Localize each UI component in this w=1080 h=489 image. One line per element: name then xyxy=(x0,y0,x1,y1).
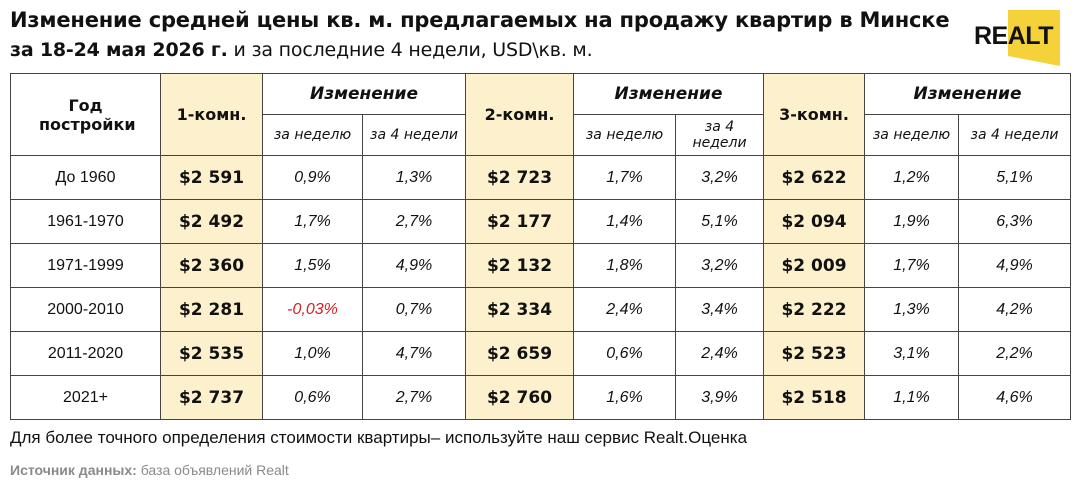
service-note: Для более точного определения стоимости … xyxy=(10,428,748,447)
svg-text:REALT: REALT xyxy=(974,22,1053,50)
year-cell: 1971-1999 xyxy=(10,243,161,288)
price-2room: $2 760 xyxy=(465,375,574,420)
change-4weeks-3room: 4,2% xyxy=(958,287,1071,332)
price-1room: $2 492 xyxy=(160,199,263,244)
year-cell: 2000-2010 xyxy=(10,287,161,332)
change-week-1room: -0,03% xyxy=(262,287,363,332)
source-label: Источник данных: xyxy=(10,462,137,478)
change-4weeks-1room: 2,7% xyxy=(362,199,466,244)
year-cell: 2011-2020 xyxy=(10,331,161,376)
price-1room: $2 737 xyxy=(160,375,263,420)
change-4weeks-2room: 3,2% xyxy=(675,243,764,288)
header-change-1: Изменение xyxy=(262,73,466,115)
price-2room: $2 334 xyxy=(465,287,574,332)
year-cell: 1961-1970 xyxy=(10,199,161,244)
change-week-2room: 0,6% xyxy=(573,331,676,376)
change-week-1room: 1,0% xyxy=(262,331,363,376)
table-row: 2021+ $2 737 0,6% 2,7% $2 760 1,6% 3,9% … xyxy=(10,375,1071,420)
change-week-1room: 1,5% xyxy=(262,243,363,288)
change-4weeks-3room: 4,9% xyxy=(958,243,1071,288)
date-range: за 18-24 мая 2026 г. xyxy=(10,39,228,61)
price-1room: $2 591 xyxy=(160,155,263,200)
header-4weeks-2: за 4 недели xyxy=(675,114,764,156)
change-4weeks-1room: 4,7% xyxy=(362,331,466,376)
change-4weeks-1room: 0,7% xyxy=(362,287,466,332)
header-week-1: за неделю xyxy=(262,114,363,156)
table-row: До 1960 $2 591 0,9% 1,3% $2 723 1,7% 3,2… xyxy=(10,155,1071,200)
change-week-1room: 1,7% xyxy=(262,199,363,244)
table-row: 2000-2010 $2 281 -0,03% 0,7% $2 334 2,4%… xyxy=(10,287,1071,332)
header-4weeks-3: за 4 недели xyxy=(958,114,1071,156)
price-3room: $2 009 xyxy=(763,243,865,288)
price-1room: $2 535 xyxy=(160,331,263,376)
price-3room: $2 222 xyxy=(763,287,865,332)
price-2room: $2 132 xyxy=(465,243,574,288)
price-3room: $2 094 xyxy=(763,199,865,244)
header-change-2: Изменение xyxy=(573,73,764,115)
price-2room: $2 723 xyxy=(465,155,574,200)
change-4weeks-1room: 4,9% xyxy=(362,243,466,288)
price-1room: $2 360 xyxy=(160,243,263,288)
change-week-2room: 2,4% xyxy=(573,287,676,332)
change-week-3room: 1,1% xyxy=(864,375,959,420)
source-text: база объявлений Realt xyxy=(136,462,289,478)
price-2room: $2 177 xyxy=(465,199,574,244)
change-week-3room: 3,1% xyxy=(864,331,959,376)
change-week-2room: 1,8% xyxy=(573,243,676,288)
year-cell: До 1960 xyxy=(10,155,161,200)
year-cell: 2021+ xyxy=(10,375,161,420)
price-3room: $2 518 xyxy=(763,375,865,420)
page-subtitle: за 18-24 мая 2026 г. и за последние 4 не… xyxy=(10,39,593,61)
header-1room: 1-комн. xyxy=(160,73,263,156)
table-row: 1961-1970 $2 492 1,7% 2,7% $2 177 1,4% 5… xyxy=(10,199,1071,244)
change-4weeks-2room: 3,4% xyxy=(675,287,764,332)
price-2room: $2 659 xyxy=(465,331,574,376)
price-table: Год постройки 1-комн. Изменение 2-комн. … xyxy=(10,73,1071,420)
realt-logo: REALT xyxy=(974,10,1060,66)
header-year: Год постройки xyxy=(10,73,161,156)
change-4weeks-3room: 5,1% xyxy=(958,155,1071,200)
header-week-3: за неделю xyxy=(864,114,959,156)
change-4weeks-2room: 2,4% xyxy=(675,331,764,376)
change-week-3room: 1,7% xyxy=(864,243,959,288)
change-4weeks-3room: 4,6% xyxy=(958,375,1071,420)
price-1room: $2 281 xyxy=(160,287,263,332)
change-week-2room: 1,6% xyxy=(573,375,676,420)
change-week-2room: 1,7% xyxy=(573,155,676,200)
change-week-3room: 1,3% xyxy=(864,287,959,332)
table-row: 2011-2020 $2 535 1,0% 4,7% $2 659 0,6% 2… xyxy=(10,331,1071,376)
header-3room: 3-комн. xyxy=(763,73,865,156)
page-title: Изменение средней цены кв. м. предлагаем… xyxy=(10,8,950,32)
change-4weeks-3room: 2,2% xyxy=(958,331,1071,376)
change-week-2room: 1,4% xyxy=(573,199,676,244)
data-source: Источник данных: база объявлений Realt xyxy=(10,462,289,478)
header-4weeks-1: за 4 недели xyxy=(362,114,466,156)
change-week-3room: 1,9% xyxy=(864,199,959,244)
change-4weeks-1room: 1,3% xyxy=(362,155,466,200)
subtitle-rest: и за последние 4 недели, USD\кв. м. xyxy=(227,39,593,61)
change-week-3room: 1,2% xyxy=(864,155,959,200)
change-4weeks-2room: 3,2% xyxy=(675,155,764,200)
header-week-2: за неделю xyxy=(573,114,676,156)
change-week-1room: 0,9% xyxy=(262,155,363,200)
price-3room: $2 622 xyxy=(763,155,865,200)
change-week-1room: 0,6% xyxy=(262,375,363,420)
table-row: 1971-1999 $2 360 1,5% 4,9% $2 132 1,8% 3… xyxy=(10,243,1071,288)
change-4weeks-2room: 3,9% xyxy=(675,375,764,420)
price-3room: $2 523 xyxy=(763,331,865,376)
header-change-3: Изменение xyxy=(864,73,1071,115)
change-4weeks-1room: 2,7% xyxy=(362,375,466,420)
change-4weeks-2room: 5,1% xyxy=(675,199,764,244)
change-4weeks-3room: 6,3% xyxy=(958,199,1071,244)
header-2room: 2-комн. xyxy=(465,73,574,156)
